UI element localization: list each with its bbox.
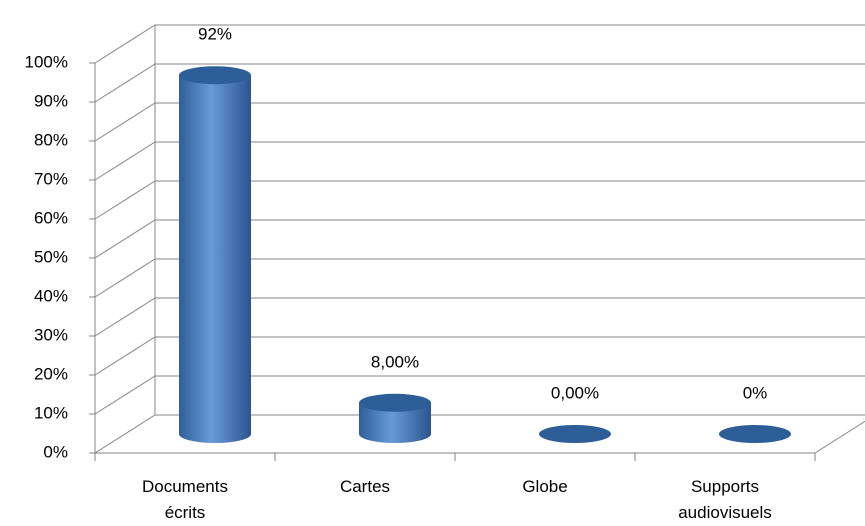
- x-tick-label: Documents écrits: [142, 477, 228, 522]
- value-label: 0,00%: [551, 383, 599, 402]
- y-tick-label: 10%: [34, 403, 68, 422]
- bar-body: [359, 402, 431, 443]
- grid-line: [94, 375, 865, 415]
- grid-line: [94, 180, 865, 220]
- bar-top: [359, 393, 431, 412]
- grid-line: [94, 414, 865, 454]
- y-tick-label: 90%: [34, 91, 68, 110]
- bar: [539, 425, 611, 443]
- bar-top: [539, 425, 611, 443]
- x-tick-label: Supports audiovisuels: [678, 477, 772, 522]
- bar: [359, 393, 431, 443]
- bar: [179, 66, 251, 443]
- y-tick-label: 60%: [34, 208, 68, 227]
- bar-top: [719, 425, 791, 443]
- grid-line: [94, 24, 865, 64]
- x-tick-label: Cartes: [339, 477, 391, 496]
- y-tick-label: 0%: [43, 442, 68, 461]
- y-tick-label: 50%: [34, 247, 68, 266]
- y-tick-label: 30%: [34, 325, 68, 344]
- value-label: 0%: [743, 383, 768, 402]
- grid-line: [94, 336, 865, 376]
- y-tick-label: 100%: [25, 52, 68, 71]
- grid-line: [94, 141, 865, 181]
- grid-line: [94, 258, 865, 298]
- y-tick-label: 70%: [34, 169, 68, 188]
- value-label: 8,00%: [371, 352, 419, 371]
- grid-line: [94, 297, 865, 337]
- grid-line: [94, 102, 865, 142]
- bar-top: [179, 66, 251, 85]
- x-tick-label: Globe: [522, 477, 568, 496]
- grid-line: [94, 219, 865, 259]
- value-label: 92%: [198, 25, 232, 44]
- bar: [719, 425, 791, 443]
- y-tick-label: 80%: [34, 130, 68, 149]
- y-tick-label: 20%: [34, 364, 68, 383]
- y-tick-label: 40%: [34, 286, 68, 305]
- grid-line: [94, 63, 865, 103]
- bar-body: [179, 75, 251, 443]
